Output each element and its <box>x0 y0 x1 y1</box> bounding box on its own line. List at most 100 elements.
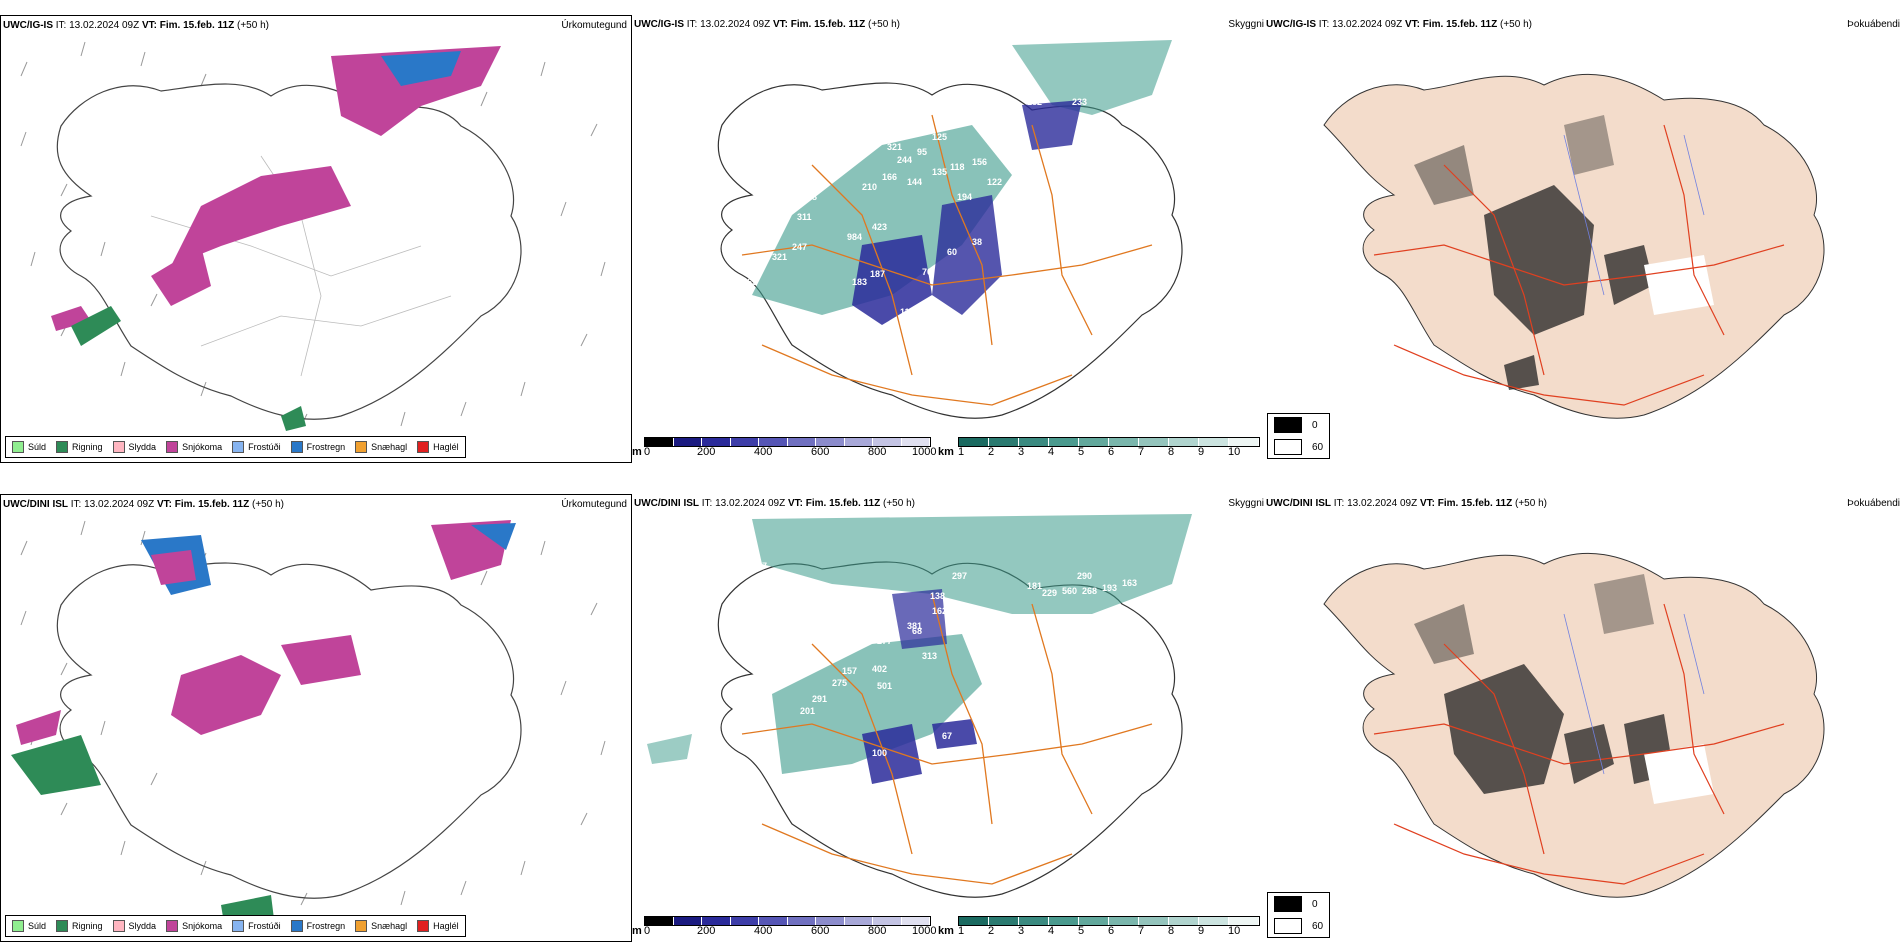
visibility-map-panel-bottom: UWC/DINI ISL IT: 13.02.2024 09Z VT: Fim.… <box>632 494 1264 942</box>
snow-area <box>171 655 281 735</box>
iceland-outline <box>56 83 522 420</box>
svg-text:291: 291 <box>812 694 827 704</box>
glacier-areas <box>1644 255 1714 315</box>
svg-text:125: 125 <box>932 132 947 142</box>
legend-swatch <box>232 441 245 453</box>
svg-text:194: 194 <box>957 192 972 202</box>
legend-item: Súld <box>12 920 46 932</box>
fog-legend: 0 60 <box>1267 892 1331 938</box>
svg-text:70: 70 <box>922 267 932 277</box>
fog-legend-row: 60 <box>1268 915 1329 937</box>
legend-item: Snjókoma <box>166 441 222 453</box>
precip-legend: Súld Rigning Slydda Snjókoma Frostúði Fr… <box>5 915 466 937</box>
map-title: Þokuábendi <box>1847 498 1900 509</box>
low-visibility-area <box>772 634 982 774</box>
legend-swatch <box>112 920 125 932</box>
visibility-colorbar-m: m 0 200 400 600 800 1000 <box>632 916 942 938</box>
legend-item: Slydda <box>112 441 156 453</box>
legend-swatch <box>12 920 24 932</box>
snow-area <box>281 635 361 685</box>
iceland-outline <box>56 562 522 899</box>
map-title: Skyggni <box>1228 498 1264 509</box>
precip-type-map <box>11 520 606 935</box>
legend-item: Frostúði <box>232 441 281 453</box>
svg-text:229: 229 <box>1042 588 1057 598</box>
legend-swatch <box>232 920 245 932</box>
svg-text:268: 268 <box>1082 586 1097 596</box>
visibility-colorbar-km: km 1 2 3 4 5 6 7 8 9 10 <box>938 437 1264 459</box>
svg-text:95: 95 <box>917 147 927 157</box>
legend-item: Rigning <box>56 441 103 453</box>
fog-index-map <box>1323 552 1825 898</box>
svg-text:233: 233 <box>1072 97 1087 107</box>
svg-text:138: 138 <box>930 591 945 601</box>
svg-text:413: 413 <box>797 611 812 621</box>
svg-text:118: 118 <box>950 162 965 172</box>
map-title: Þokuábendi <box>1847 19 1900 30</box>
legend-swatch <box>417 920 430 932</box>
legend-item: Haglél <box>417 441 459 453</box>
svg-text:965: 965 <box>742 277 757 287</box>
svg-text:313: 313 <box>922 651 937 661</box>
fog-legend-swatch <box>1274 417 1302 433</box>
svg-text:247: 247 <box>792 242 807 252</box>
station-values: 133 182 233 321 125 95 244 166 135 118 1… <box>742 97 1087 317</box>
svg-text:321: 321 <box>887 142 902 152</box>
svg-text:277: 277 <box>877 636 892 646</box>
precip-type-map-panel-top: UWC/IG-IS IT: 13.02.2024 09Z VT: Fim. 15… <box>0 15 632 463</box>
rivers <box>1563 134 1705 296</box>
very-low-visibility-area <box>1022 100 1082 150</box>
legend-swatch <box>56 920 69 932</box>
map-header: UWC/DINI ISL IT: 13.02.2024 09Z VT: Fim.… <box>634 498 915 509</box>
snow-area <box>331 46 501 136</box>
svg-text:181: 181 <box>1027 581 1042 591</box>
road-network <box>741 114 1153 406</box>
svg-text:163: 163 <box>1122 578 1137 588</box>
svg-text:244: 244 <box>897 155 912 165</box>
svg-text:68: 68 <box>912 626 922 636</box>
visibility-colorbar-m: m 0 200 400 600 800 1000 <box>632 437 942 459</box>
legend-swatch <box>355 920 368 932</box>
legend-item: Snjókoma <box>166 920 222 932</box>
svg-text:313: 313 <box>752 257 767 267</box>
map-header: UWC/IG-IS IT: 13.02.2024 09Z VT: Fim. 15… <box>1266 19 1532 30</box>
road-network <box>741 593 1153 885</box>
fog-legend-swatch <box>1274 918 1302 934</box>
map-title: Úrkomutegund <box>561 20 627 31</box>
fog-legend: 0 60 <box>1267 413 1331 459</box>
legend-swatch <box>290 920 303 932</box>
svg-text:290: 290 <box>1077 571 1092 581</box>
svg-text:242: 242 <box>757 591 772 601</box>
low-visibility-area <box>1012 40 1172 115</box>
legend-item: Frostregn <box>290 441 345 453</box>
legend-item: Súld <box>12 441 46 453</box>
fog-legend-swatch <box>1274 439 1302 455</box>
fog-index-map <box>1323 73 1825 419</box>
svg-text:423: 423 <box>872 222 887 232</box>
legend-item: Snæhagl <box>355 920 407 932</box>
svg-text:182: 182 <box>1027 97 1042 107</box>
colorbar-swatches <box>644 916 931 926</box>
svg-text:387: 387 <box>857 626 872 636</box>
svg-text:162: 162 <box>932 606 947 616</box>
svg-text:60: 60 <box>947 247 957 257</box>
fog-legend-row: 60 <box>1268 436 1329 458</box>
fog-legend-swatch <box>1274 896 1302 912</box>
svg-text:201: 201 <box>800 706 815 716</box>
svg-text:122: 122 <box>987 177 1002 187</box>
rain-area <box>71 306 121 346</box>
svg-text:38: 38 <box>972 237 982 247</box>
svg-text:111: 111 <box>900 307 914 317</box>
svg-text:79: 79 <box>922 748 932 758</box>
legend-swatch <box>56 441 69 453</box>
map-header: UWC/DINI ISL IT: 13.02.2024 09Z VT: Fim.… <box>1266 498 1547 509</box>
map-header: UWC/DINI ISL IT: 13.02.2024 09Z VT: Fim.… <box>3 499 284 510</box>
legend-item: Rigning <box>56 920 103 932</box>
svg-text:193: 193 <box>1102 583 1117 593</box>
svg-text:156: 156 <box>972 157 987 167</box>
fog-legend-row: 0 <box>1268 893 1329 915</box>
precip-type-map-panel-bottom: UWC/DINI ISL IT: 13.02.2024 09Z VT: Fim.… <box>0 494 632 942</box>
svg-text:210: 210 <box>862 182 877 192</box>
precip-legend: Súld Rigning Slydda Snjókoma Frostúði Fr… <box>5 436 466 458</box>
road-network <box>1373 124 1785 406</box>
